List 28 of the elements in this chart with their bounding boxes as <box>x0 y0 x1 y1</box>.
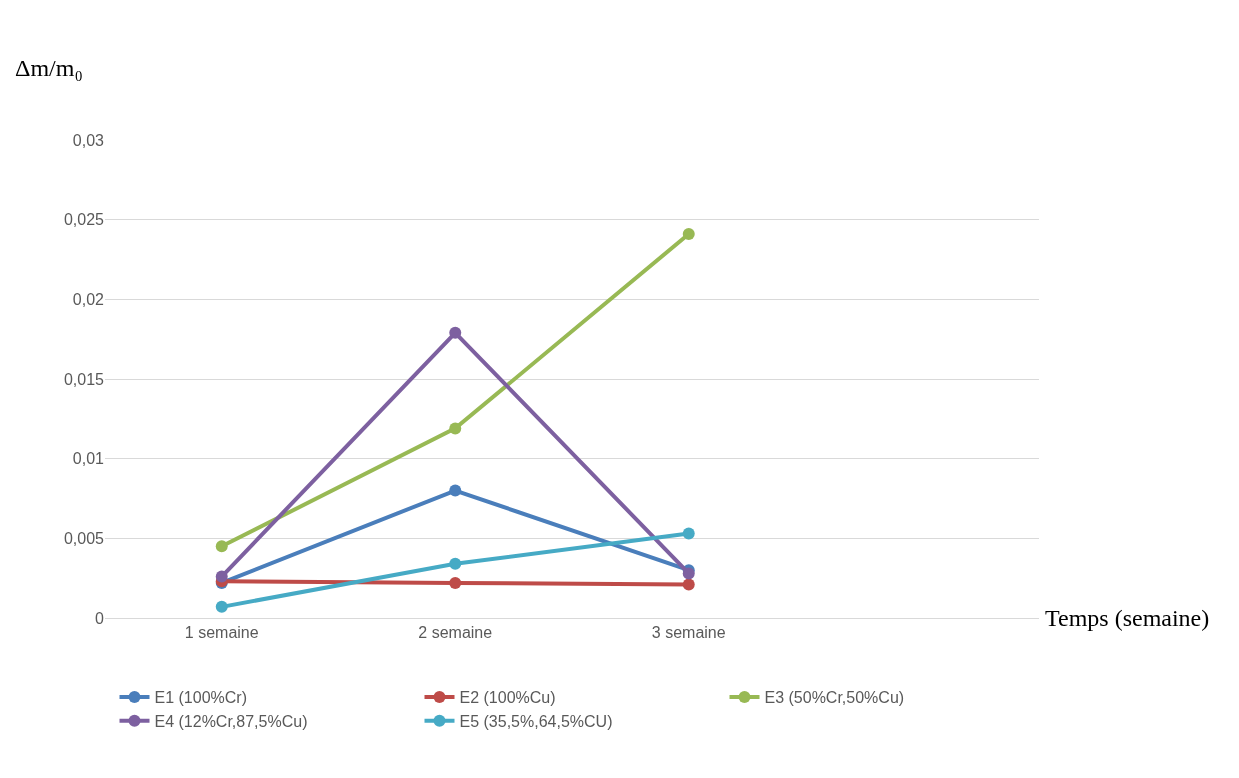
point <box>449 557 462 570</box>
legend-label: E1 (100%Cr) <box>154 689 247 707</box>
point <box>215 600 228 613</box>
y-tick-label: 0,025 <box>63 211 105 229</box>
x-tick-label: 2 semaine <box>418 624 493 642</box>
y-axis-title: Δm/m₀ <box>15 55 83 81</box>
point <box>215 570 228 583</box>
legend-label: E5 (35,5%,64,5%CU) <box>459 713 613 731</box>
point <box>682 527 695 540</box>
legend-label: E4 (12%Cr,87,5%Cu) <box>154 713 308 731</box>
point <box>682 578 695 591</box>
y-tick-label: 0,005 <box>63 529 105 547</box>
point <box>449 422 462 435</box>
y-tick-label: 0 <box>95 609 105 627</box>
y-tick-label: 0,02 <box>72 290 105 308</box>
point <box>682 228 695 240</box>
x-tick-label: 1 semaine <box>184 624 259 642</box>
y-tick-label: 0,01 <box>72 450 105 468</box>
x-axis-title: Temps (semaine) <box>1045 605 1210 631</box>
y-tick-label: 0,015 <box>63 370 105 388</box>
point <box>215 540 228 553</box>
y-tick-label: 0,03 <box>72 131 105 149</box>
point <box>449 484 462 497</box>
legend-label: E2 (100%Cu) <box>459 689 556 707</box>
point <box>449 326 462 339</box>
x-tick-label: 3 semaine <box>651 624 726 642</box>
legend-label: E3 (50%Cr,50%Cu) <box>764 689 905 707</box>
point <box>449 576 462 589</box>
